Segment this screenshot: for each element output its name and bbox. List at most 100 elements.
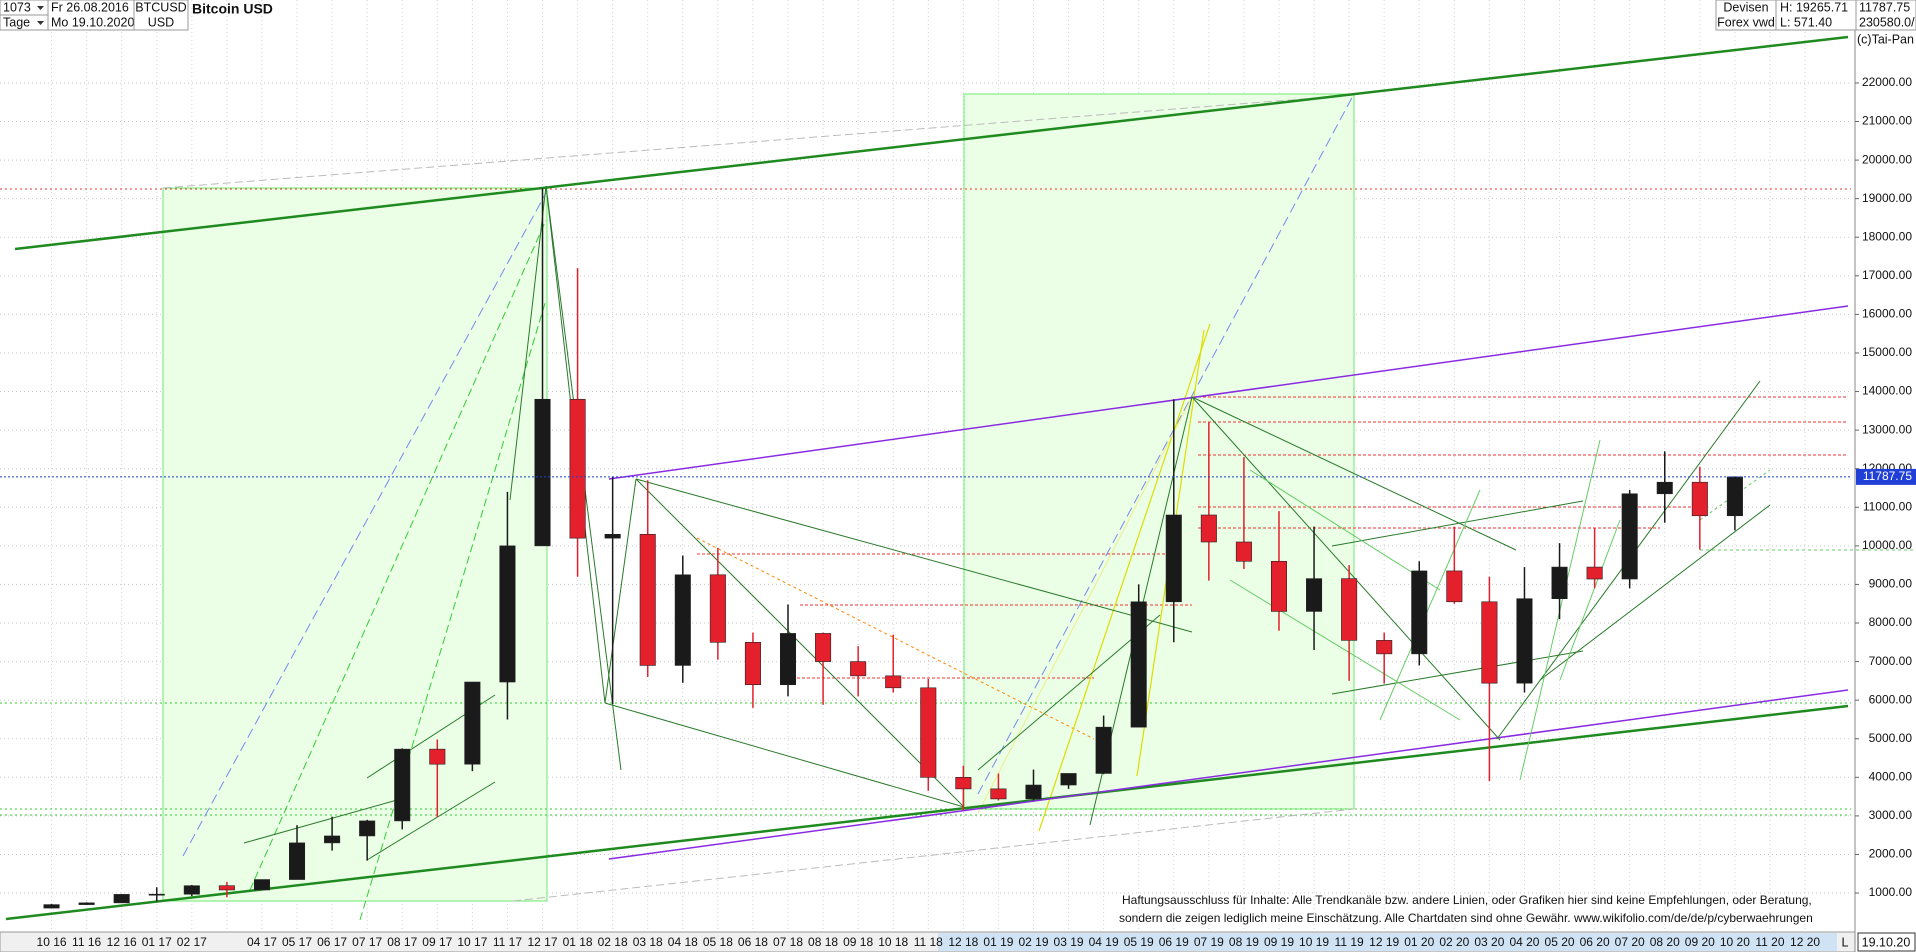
from-date: Fr 26.08.2016: [51, 0, 129, 14]
market-box: [1715, 0, 1777, 31]
candle-body: [394, 748, 411, 822]
channel-line: [5, 704, 1849, 921]
y-tick-label: 9000.00: [1869, 577, 1913, 591]
x-tick-label: 10 17: [457, 935, 487, 949]
y-tick-label: 8000.00: [1869, 615, 1913, 629]
candle-body: [148, 893, 165, 896]
x-tick-label: 06 17: [317, 935, 347, 949]
candle-body: [779, 633, 797, 686]
x-tick-label: 03 18: [633, 935, 663, 949]
market: Devisen: [1723, 0, 1768, 14]
purple-line: [608, 305, 1849, 480]
x-tick-label: 09 18: [843, 935, 873, 949]
x-tick-label: 10 19: [1299, 935, 1329, 949]
x-end-date: 19.10.20: [1862, 935, 1911, 949]
purple-line: [608, 689, 1849, 860]
currency: USD: [148, 15, 174, 29]
trend-line: [366, 781, 496, 861]
x-tick-label: 06 18: [738, 935, 768, 949]
candle-body: [744, 641, 761, 686]
candle-body: [1411, 570, 1428, 655]
candle-body: [534, 398, 551, 547]
y-tick-label: 4000.00: [1869, 769, 1913, 783]
x-tick-label: 07 18: [773, 935, 803, 949]
x-tick-label: 10 16: [37, 935, 67, 949]
y-tick-label: 15000.00: [1862, 345, 1912, 359]
candle-body: [464, 681, 481, 765]
x-tick-label: 01 17: [142, 935, 172, 949]
x-tick-label: 12 18: [948, 935, 978, 949]
low-label: L: 571.40: [1780, 15, 1832, 29]
toolbar: 1073 Tage Fr 26.08.2016 Mo 19.10.2020 BT…: [0, 0, 1916, 46]
trend-line: [635, 478, 1193, 633]
candle-body: [1656, 481, 1673, 495]
x-tick-label: 12 20: [1790, 935, 1820, 949]
volume: 230580.0/: [1859, 15, 1915, 29]
trend-line: [1559, 519, 1621, 681]
candle-body: [1621, 493, 1638, 580]
candle-body: [78, 902, 95, 905]
drawings: [0, 35, 1916, 921]
candle-body: [429, 748, 446, 765]
x-tick-label: 11 16: [72, 935, 101, 949]
yellow-line: [977, 396, 1193, 814]
symbol: BTCUSD: [135, 0, 186, 14]
x-axis-highlight: [938, 933, 1837, 951]
candle-body: [1235, 541, 1252, 562]
x-tick-label: 02 19: [1018, 935, 1048, 949]
x-tick-label: 12 19: [1369, 935, 1399, 949]
count[interactable]: 1073: [3, 0, 31, 14]
candle-body: [1200, 514, 1217, 543]
x-tick-label: 07 20: [1615, 935, 1645, 949]
symbol-box: [133, 0, 189, 31]
zone-rect: [963, 93, 1355, 810]
candle-body: [359, 820, 376, 837]
x-tick-label: 08 17: [387, 935, 417, 949]
orange-dotted-line: [696, 537, 1095, 740]
candle-body: [1691, 481, 1708, 517]
x-tick-label: 04 19: [1089, 935, 1119, 949]
gray-dashed-line: [512, 808, 1355, 902]
y-tick-label: 14000.00: [1862, 384, 1912, 398]
x-tick-label: 05 17: [282, 935, 312, 949]
green-dashed-line: [249, 219, 547, 891]
trend-line: [1191, 396, 1517, 551]
y-tick-label: 18000.00: [1862, 229, 1912, 243]
x-tick-label: 03 20: [1474, 935, 1504, 949]
dropdown-arrow[interactable]: [37, 6, 44, 10]
x-tick-label: 10 20: [1720, 935, 1750, 949]
candle-body: [1551, 566, 1568, 600]
candle-body: [1060, 773, 1077, 786]
trend-line: [1539, 504, 1771, 681]
y-tick-label: 1000.00: [1869, 885, 1913, 899]
axis-layer: 1000.00 2000.00 3000.00 4000.00 5000.00 6000.…: [37, 75, 1916, 949]
candle-body: [113, 894, 130, 904]
dropdown-arrow[interactable]: [37, 21, 44, 25]
candle-body: [499, 545, 516, 683]
candle-body: [218, 885, 235, 891]
candle-body: [885, 675, 902, 689]
trend-line: [604, 478, 637, 704]
y-tick-label: 6000.00: [1869, 692, 1913, 706]
x-tick-label: 08 20: [1650, 935, 1680, 949]
candle-body: [674, 574, 691, 666]
source: Forex vwd: [1717, 15, 1775, 29]
x-tick-label: 09 20: [1685, 935, 1715, 949]
blue-dashed-line: [182, 192, 547, 857]
candle-body: [1376, 640, 1393, 655]
price-layer: [0, 188, 1851, 909]
candle-body: [1270, 560, 1288, 612]
candle-body: [1341, 578, 1358, 641]
y-tick-label: 2000.00: [1869, 847, 1913, 861]
x-tick-label: 01 18: [563, 935, 593, 949]
x-tick-label: 08 19: [1229, 935, 1259, 949]
candle-body: [639, 533, 656, 666]
x-tick-label: 01 19: [983, 935, 1013, 949]
x-tick-label: 04 18: [668, 935, 698, 949]
period[interactable]: Tage: [3, 15, 30, 29]
y-tick-label: 3000.00: [1869, 808, 1913, 822]
copyright: (c)Tai-Pan: [1857, 32, 1914, 46]
x-tick-label: 06 20: [1580, 935, 1610, 949]
